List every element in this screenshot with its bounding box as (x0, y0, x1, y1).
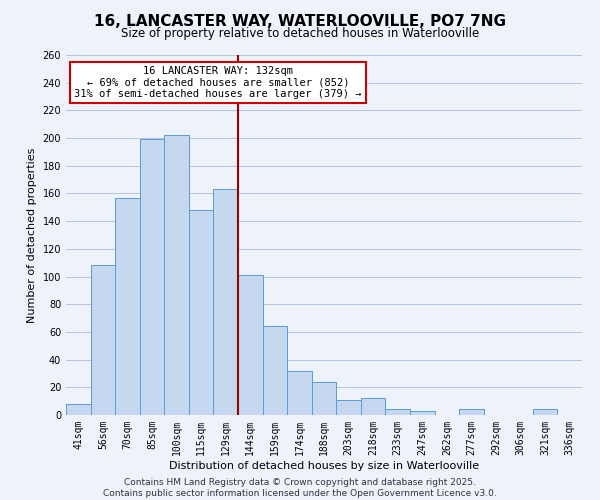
Bar (263, 326, 287, 415)
Bar (336, 400, 361, 415)
Text: Size of property relative to detached houses in Waterlooville: Size of property relative to detached ho… (121, 28, 479, 40)
Bar (533, 410, 557, 415)
Bar (385, 410, 410, 415)
Bar (238, 275, 263, 415)
Bar (189, 210, 214, 415)
Y-axis label: Number of detached properties: Number of detached properties (27, 148, 37, 322)
Bar (91, 266, 115, 415)
Bar (287, 370, 312, 415)
Bar (214, 190, 238, 415)
Bar (66, 404, 91, 415)
X-axis label: Distribution of detached houses by size in Waterlooville: Distribution of detached houses by size … (169, 460, 479, 470)
Text: 16, LANCASTER WAY, WATERLOOVILLE, PO7 7NG: 16, LANCASTER WAY, WATERLOOVILLE, PO7 7N… (94, 14, 506, 29)
Text: Contains HM Land Registry data © Crown copyright and database right 2025.
Contai: Contains HM Land Registry data © Crown c… (103, 478, 497, 498)
Bar (361, 398, 385, 415)
Bar (410, 411, 434, 415)
Bar (312, 382, 336, 415)
Bar (459, 410, 484, 415)
Bar (140, 140, 164, 415)
Bar (115, 198, 140, 415)
Text: 16 LANCASTER WAY: 132sqm
← 69% of detached houses are smaller (852)
31% of semi-: 16 LANCASTER WAY: 132sqm ← 69% of detach… (74, 66, 362, 99)
Bar (164, 136, 189, 415)
